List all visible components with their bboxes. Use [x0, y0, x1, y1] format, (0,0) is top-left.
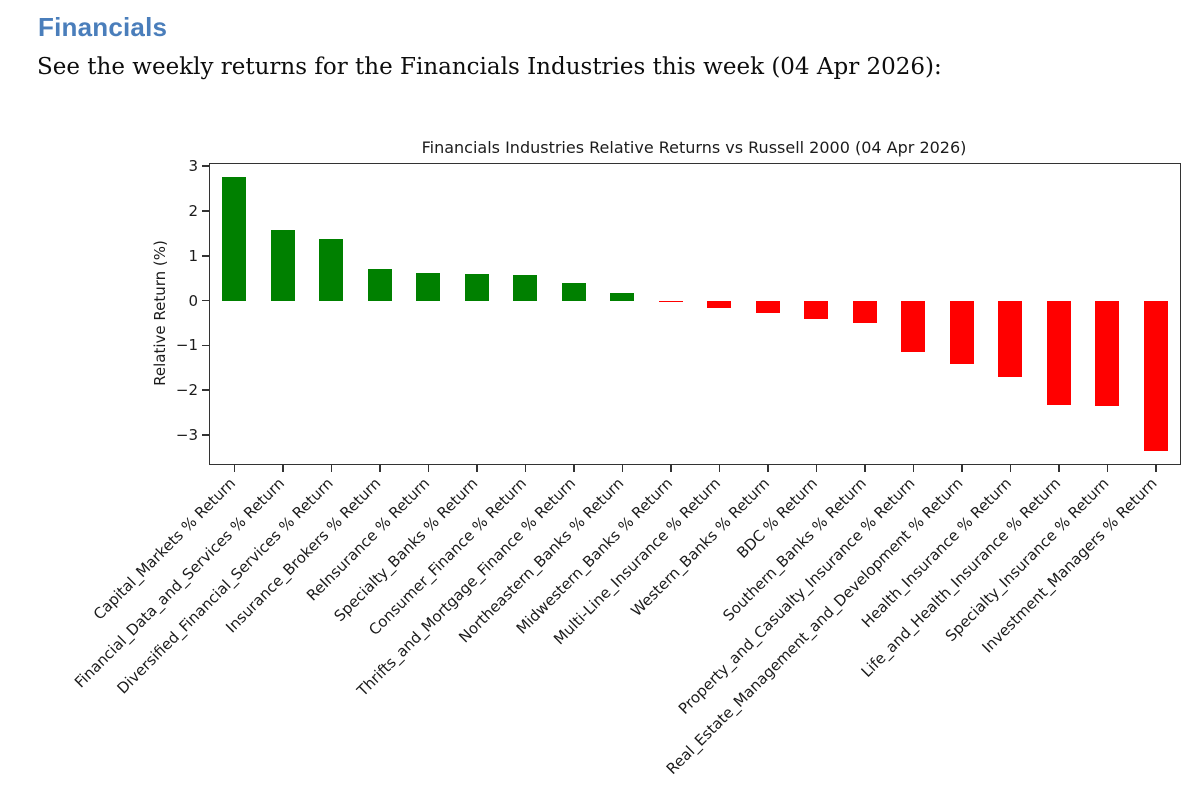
bar [949, 300, 974, 364]
bar [1095, 300, 1120, 406]
x-tick [330, 465, 332, 472]
y-tick [202, 389, 209, 391]
x-tick [1155, 465, 1157, 472]
bar [901, 300, 926, 353]
y-tick-label: −2 [175, 381, 198, 400]
y-tick [202, 210, 209, 212]
y-tick [202, 344, 209, 347]
x-tick [573, 465, 575, 472]
bar [1046, 300, 1071, 405]
x-tick [864, 465, 866, 472]
x-tick [912, 465, 914, 472]
bar [367, 268, 392, 301]
bar [319, 239, 344, 301]
plot-area: 3 2 1 0 −1 −2 −3 [176, 157, 1181, 472]
bar [755, 300, 780, 313]
y-tick-label: 0 [188, 291, 198, 310]
x-tick-label: Investment_Managers % Return [978, 474, 1161, 657]
bar [610, 292, 635, 301]
section-heading: Financials [38, 12, 168, 42]
relative-returns-bar-chart: Financials Industries Relative Returns v… [0, 130, 1202, 810]
x-tick [282, 465, 284, 472]
x-tick [427, 465, 429, 472]
bar [416, 272, 441, 301]
bar [561, 282, 586, 301]
bar [1143, 300, 1168, 452]
intro-text: See the weekly returns for the Financial… [37, 54, 942, 80]
x-tick [379, 465, 381, 472]
bar [222, 177, 247, 301]
bar [464, 273, 489, 301]
bar [852, 300, 877, 323]
x-tick-label: Financial_Data_and_Services % Return [70, 474, 288, 692]
chart-title: Financials Industries Relative Returns v… [421, 138, 967, 157]
y-tick [202, 165, 209, 167]
x-tick [670, 465, 672, 472]
bar [804, 300, 829, 319]
bar [707, 300, 732, 308]
x-tick [1106, 465, 1108, 472]
x-tick [815, 465, 817, 472]
x-tick [718, 465, 720, 472]
x-tick [1058, 465, 1060, 472]
bar [658, 300, 683, 302]
y-tick [202, 434, 209, 436]
y-tick-label: 3 [188, 157, 198, 176]
y-tick-label: 1 [188, 246, 198, 265]
y-tick-label: −1 [175, 336, 198, 355]
y-tick-label: 2 [188, 202, 198, 220]
bar [998, 300, 1023, 377]
x-tick [233, 465, 235, 472]
x-tick [767, 465, 769, 472]
x-tick [524, 465, 526, 472]
bar [513, 275, 538, 301]
bar [270, 230, 295, 301]
y-tick [202, 255, 209, 257]
x-tick [1009, 465, 1011, 472]
y-tick-label: −3 [175, 425, 198, 444]
x-tick [476, 465, 478, 472]
x-tick [621, 465, 623, 472]
x-tick-label: Diversified_Financial_Services % Return [113, 474, 337, 698]
x-tick [961, 465, 963, 472]
y-axis-label: Relative Return (%) [151, 240, 169, 386]
y-tick [202, 299, 209, 302]
